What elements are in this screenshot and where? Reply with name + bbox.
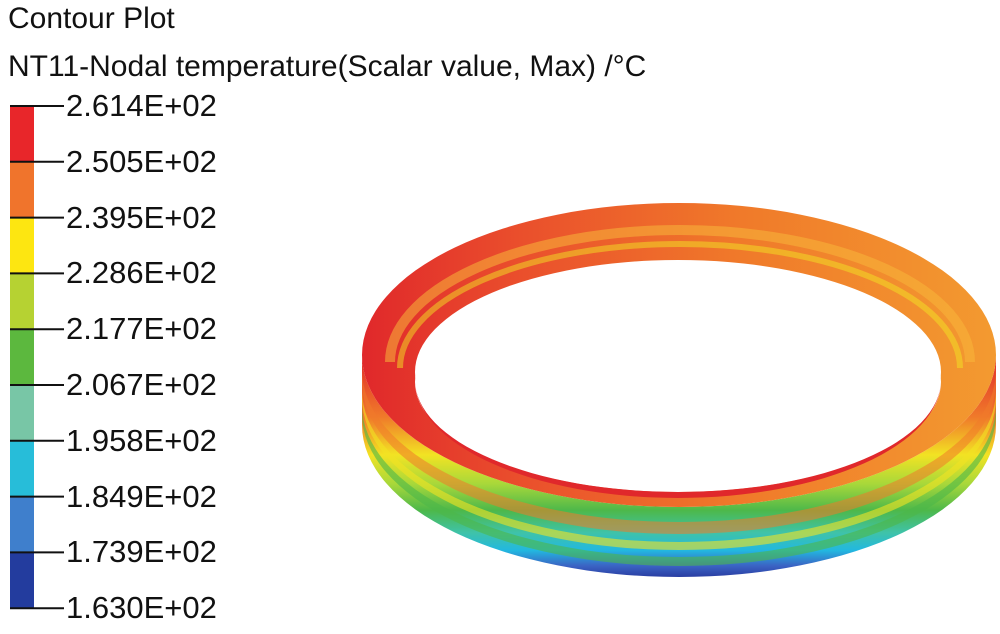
legend-tick-label: 2.177E+02: [66, 311, 217, 347]
legend-tick-label: 1.849E+02: [66, 478, 217, 514]
legend-band: [10, 217, 34, 274]
color-legend: 2.614E+02 2.505E+02 2.395E+02 2.286E+02 2.17…: [0, 0, 300, 629]
plot-title: Contour Plot: [8, 2, 175, 35]
legend-band: [10, 329, 34, 385]
legend-band: [10, 496, 34, 553]
legend-tick-label: 2.286E+02: [66, 255, 217, 291]
legend-tick-label: 2.067E+02: [66, 367, 217, 402]
legend-tick-label: 2.395E+02: [66, 199, 217, 235]
legend-band: [10, 106, 34, 162]
legend-band: [10, 440, 34, 497]
ring-hole: [415, 272, 941, 492]
legend-tick-label: 2.505E+02: [66, 143, 217, 179]
ring-top-face: [362, 203, 996, 507]
legend-tick-label: 2.614E+02: [66, 88, 217, 123]
ring-outer-wall: [362, 355, 996, 577]
legend-band: [10, 273, 34, 330]
legend-band: [10, 552, 34, 609]
ring-top-band-2: [397, 241, 963, 369]
legend-band: [10, 161, 34, 218]
ring-top-band: [385, 225, 975, 363]
legend-tick-label: 1.958E+02: [66, 422, 217, 458]
legend-tick-label: 1.630E+02: [66, 590, 217, 626]
legend-color-bar: [10, 105, 64, 610]
plot-subtitle: NT11-Nodal temperature(Scalar value, Max…: [8, 50, 647, 83]
legend-band: [10, 385, 34, 441]
legend-tick-label: 1.739E+02: [66, 534, 217, 570]
